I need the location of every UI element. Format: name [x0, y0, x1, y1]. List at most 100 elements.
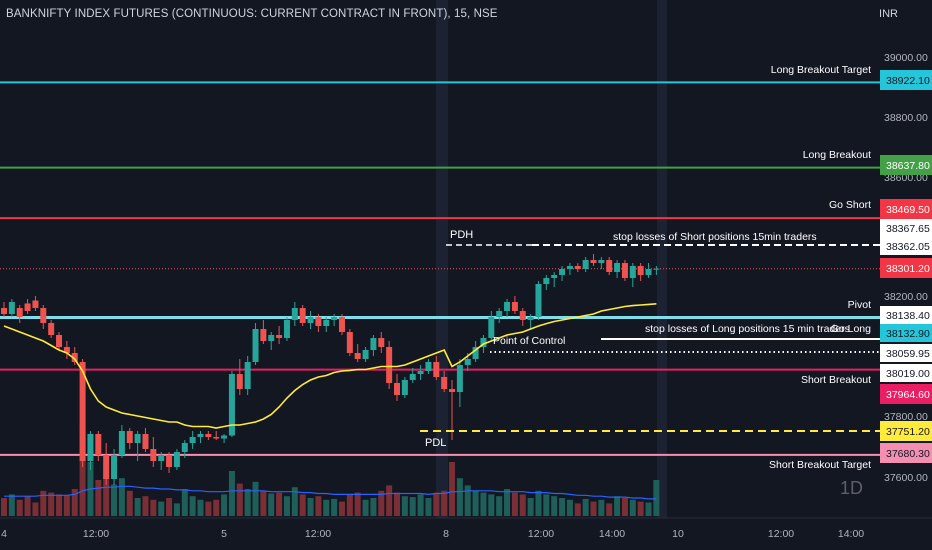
- volume-bar: [48, 492, 55, 516]
- x-tick-5: 12:00: [528, 528, 554, 540]
- candle-body: [213, 437, 220, 439]
- candle-body: [181, 443, 188, 452]
- volume-bar: [244, 489, 251, 516]
- candle-body: [40, 308, 47, 323]
- candle-body: [614, 263, 621, 272]
- candle-body: [496, 311, 503, 317]
- candle-body: [331, 317, 338, 320]
- volume-bar: [291, 487, 298, 516]
- candle-body: [173, 452, 180, 467]
- x-tick-3: 12:00: [305, 528, 331, 540]
- volume-bar: [32, 502, 39, 516]
- moving-average-line: [3, 303, 657, 429]
- volume-bar: [40, 490, 47, 516]
- candle-body: [566, 266, 573, 269]
- candle-body: [315, 317, 322, 326]
- x-tick-4: 8: [443, 528, 449, 540]
- volume-bar: [456, 478, 463, 516]
- volume-bar: [653, 480, 660, 516]
- candle-body: [283, 320, 290, 338]
- volume-bar: [236, 483, 243, 516]
- volume-bar: [551, 496, 558, 516]
- candle-body: [56, 335, 63, 347]
- candle-body: [158, 455, 165, 461]
- candle-body: [598, 260, 605, 263]
- volume-bar: [307, 498, 314, 516]
- volume-bar: [338, 501, 345, 516]
- volume-bar: [433, 492, 440, 516]
- y-tick-39000: 39000.00: [884, 52, 928, 64]
- tag-short-stops-lower: [880, 237, 932, 255]
- label-short-breakout: Short Breakout: [801, 374, 871, 386]
- candle-body: [79, 362, 86, 461]
- volume-bar: [496, 496, 503, 516]
- candle-body: [456, 365, 463, 392]
- volume-bar: [645, 502, 652, 516]
- candle-body: [551, 275, 558, 278]
- candle-body: [629, 266, 636, 278]
- tag-pivot-text: 38138.40: [886, 310, 930, 322]
- candle-body: [378, 338, 385, 347]
- chart-title: BANKNIFTY INDEX FUTURES (CONTINUOUS: CUR…: [6, 8, 498, 20]
- tag-short-breakout: [880, 384, 932, 404]
- volume-ma-line: [4, 485, 657, 500]
- volume-bar: [260, 490, 267, 516]
- volume-bar: [394, 492, 400, 516]
- volume-bar: [79, 430, 86, 516]
- volume-bar: [228, 471, 235, 516]
- candle-body: [519, 311, 526, 320]
- volume-bar: [63, 495, 70, 516]
- candle-body: [574, 266, 581, 269]
- long-stops-label: stop losses of Long positions 15 min tra…: [645, 323, 850, 335]
- candle-body: [291, 308, 298, 320]
- x-tick-8: 12:00: [768, 528, 794, 540]
- tag-long-breakout-target-text: 38922.10: [886, 75, 930, 87]
- tag-point-of-control: [880, 344, 932, 362]
- tag-short-breakout-target-text: 37680.30: [886, 448, 930, 460]
- candle-body: [1, 308, 7, 314]
- candle-body: [409, 374, 416, 380]
- volume-bar: [8, 494, 15, 516]
- candle-body: [268, 335, 275, 341]
- candle-body: [299, 308, 306, 323]
- volume-bar: [111, 484, 118, 516]
- volume-bar: [95, 480, 102, 516]
- candle-body: [8, 302, 15, 314]
- volume-bar: [472, 490, 479, 516]
- volume-bar: [386, 485, 393, 516]
- volume-bar: [24, 496, 31, 516]
- candle-body: [480, 338, 487, 347]
- tag-go-short-text: 38469.50: [886, 204, 930, 216]
- candle-body: [606, 260, 613, 272]
- label-go-short: Go Short: [829, 199, 871, 211]
- candle-body: [71, 353, 78, 362]
- label-long-breakout-target: Long Breakout Target: [771, 64, 871, 76]
- volume-bar: [606, 503, 613, 516]
- tag-pdl-text: 37751.20: [886, 426, 930, 438]
- candle-body: [16, 308, 23, 317]
- tag-short-stops-upper-text: 38367.65: [886, 223, 930, 235]
- candle-body: [527, 317, 534, 320]
- volume-bar: [150, 499, 157, 516]
- pdl-label: PDL: [425, 437, 446, 449]
- x-tick-6: 14:00: [599, 528, 625, 540]
- candle-body: [653, 268, 660, 270]
- candle-body: [362, 350, 369, 359]
- volume-bar: [142, 496, 149, 516]
- volume-bar: [103, 471, 110, 516]
- volume-bar: [205, 501, 212, 516]
- volume-bar: [543, 494, 550, 516]
- volume-bar: [173, 503, 180, 516]
- interval-watermark: 1D: [840, 478, 864, 498]
- volume-bar: [71, 489, 78, 516]
- volume-bar: [331, 498, 338, 516]
- volume-bar: [213, 499, 220, 516]
- volume-bar: [126, 490, 133, 516]
- candle-body: [472, 347, 479, 359]
- tag-ma-value-text: 38019.00: [886, 368, 930, 380]
- tag-pdl: [880, 421, 932, 441]
- candle-body: [63, 347, 70, 353]
- tag-long-breakout-target: [880, 70, 932, 90]
